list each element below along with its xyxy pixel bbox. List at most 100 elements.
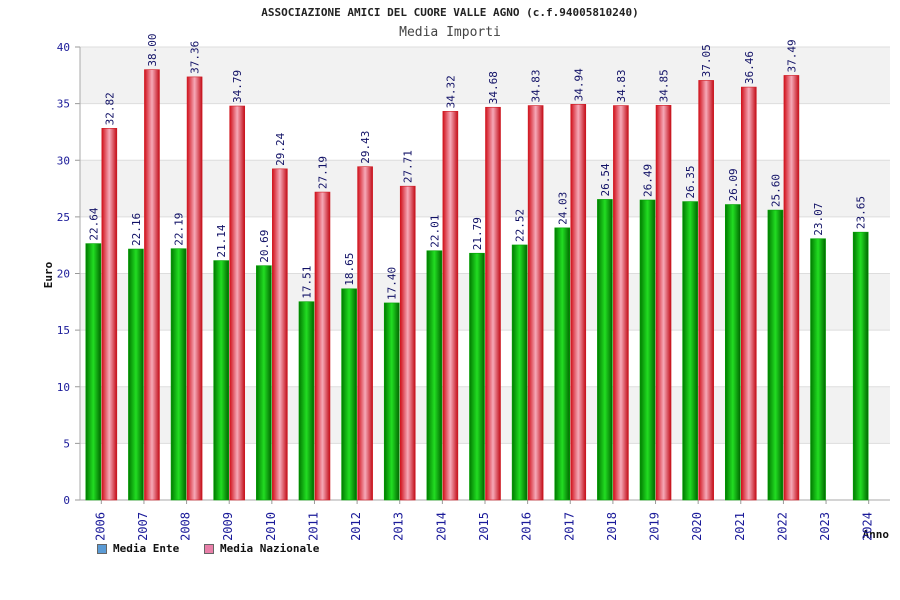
legend-item-media-nazionale: Media Nazionale xyxy=(204,542,319,555)
bar-value-label: 34.94 xyxy=(572,68,585,101)
bar-value-label: 22.52 xyxy=(514,209,527,242)
bar-value-label: 29.24 xyxy=(274,132,287,165)
bar-value-label: 34.83 xyxy=(615,69,628,102)
bar xyxy=(767,209,784,501)
bar xyxy=(597,199,613,501)
bar xyxy=(213,260,230,501)
bar xyxy=(810,238,826,501)
bar-value-label: 24.03 xyxy=(556,192,569,225)
bar-value-label: 34.83 xyxy=(530,69,543,102)
chart-subtitle: Media Importi xyxy=(399,25,501,40)
x-tick-label: 2021 xyxy=(733,512,747,541)
bar-value-label: 22.64 xyxy=(87,207,100,240)
bar-value-label: 34.85 xyxy=(658,69,671,102)
x-tick-label: 2015 xyxy=(477,512,491,541)
bar xyxy=(229,105,246,501)
bar-value-label: 20.69 xyxy=(258,230,271,263)
bar-value-label: 25.60 xyxy=(769,174,782,207)
bar-value-label: 21.14 xyxy=(215,224,228,257)
y-tick-label: 5 xyxy=(63,437,70,450)
y-tick-label: 25 xyxy=(57,211,70,224)
bar-value-label: 37.36 xyxy=(189,41,202,74)
bar-value-label: 26.35 xyxy=(684,165,697,198)
bar xyxy=(357,166,373,501)
x-tick-label: 2018 xyxy=(605,512,619,541)
bar-value-label: 18.65 xyxy=(343,253,356,286)
x-tick-label: 2013 xyxy=(392,512,406,541)
legend-swatch xyxy=(204,543,214,554)
bar-value-label: 32.82 xyxy=(103,92,116,125)
bar-value-label: 38.00 xyxy=(146,34,159,67)
bar xyxy=(442,111,459,501)
bar-value-label: 34.32 xyxy=(444,75,457,108)
bar xyxy=(341,288,357,501)
bar xyxy=(783,75,800,501)
bar xyxy=(101,128,118,501)
x-tick-label: 2012 xyxy=(349,512,363,541)
bar xyxy=(272,168,288,501)
bar xyxy=(655,105,672,501)
x-tick-label: 2024 xyxy=(861,512,875,541)
bar xyxy=(298,301,315,501)
x-tick-label: 2016 xyxy=(520,512,534,541)
x-tick-label: 2022 xyxy=(775,512,789,541)
bar xyxy=(128,248,144,501)
y-tick-label: 10 xyxy=(57,381,70,394)
x-tick-label: 2010 xyxy=(264,512,278,541)
bar xyxy=(698,80,714,501)
bar-value-label: 26.49 xyxy=(642,164,655,197)
bar-value-label: 29.43 xyxy=(359,131,372,164)
x-tick-label: 2019 xyxy=(648,512,662,541)
bar xyxy=(570,104,587,501)
bar-value-label: 36.46 xyxy=(743,51,756,84)
bar-value-label: 27.71 xyxy=(402,150,415,183)
y-axis-title: Euro xyxy=(42,261,55,288)
bar xyxy=(740,86,757,501)
bar-value-label: 21.79 xyxy=(471,217,484,250)
x-axis-title: Anno xyxy=(863,528,890,541)
bar xyxy=(485,106,501,501)
y-tick-label: 15 xyxy=(57,324,70,337)
x-tick-label: 2023 xyxy=(818,512,832,541)
bar xyxy=(144,69,160,501)
x-tick-label: 2008 xyxy=(179,512,193,541)
bar-value-label: 26.09 xyxy=(727,168,740,201)
x-tick-label: 2017 xyxy=(562,512,576,541)
bar xyxy=(170,248,187,501)
y-tick-label: 20 xyxy=(57,268,70,281)
bar xyxy=(469,252,485,501)
y-tick-label: 0 xyxy=(63,494,70,507)
x-tick-label: 2006 xyxy=(93,512,107,541)
bar xyxy=(724,204,741,501)
bar-value-label: 27.19 xyxy=(316,156,329,189)
bar-value-label: 37.49 xyxy=(785,39,798,72)
x-tick-label: 2020 xyxy=(690,512,704,541)
x-tick-label: 2014 xyxy=(434,512,448,541)
bar-value-label: 23.07 xyxy=(812,203,825,236)
bar-value-label: 34.68 xyxy=(487,71,500,104)
x-tick-label: 2011 xyxy=(306,512,320,541)
bar xyxy=(256,265,272,501)
bar-value-label: 17.40 xyxy=(386,267,399,300)
bar xyxy=(511,244,528,501)
bar-value-label: 26.54 xyxy=(599,163,612,196)
bar-value-label: 37.05 xyxy=(700,44,713,77)
bar xyxy=(527,105,544,501)
bar xyxy=(682,201,698,501)
bar-value-label: 34.79 xyxy=(231,70,244,103)
bar xyxy=(314,191,331,501)
bar xyxy=(383,302,400,501)
bar xyxy=(852,231,869,501)
bar xyxy=(639,199,656,501)
bar xyxy=(554,227,571,501)
x-tick-label: 2007 xyxy=(136,512,150,541)
y-tick-label: 40 xyxy=(57,41,70,54)
legend-swatch xyxy=(97,543,107,554)
bar xyxy=(399,185,416,501)
y-tick-label: 30 xyxy=(57,154,70,167)
bar xyxy=(85,243,102,501)
bar xyxy=(186,76,203,501)
bar-value-label: 23.65 xyxy=(855,196,868,229)
bar-value-label: 17.51 xyxy=(300,266,313,299)
